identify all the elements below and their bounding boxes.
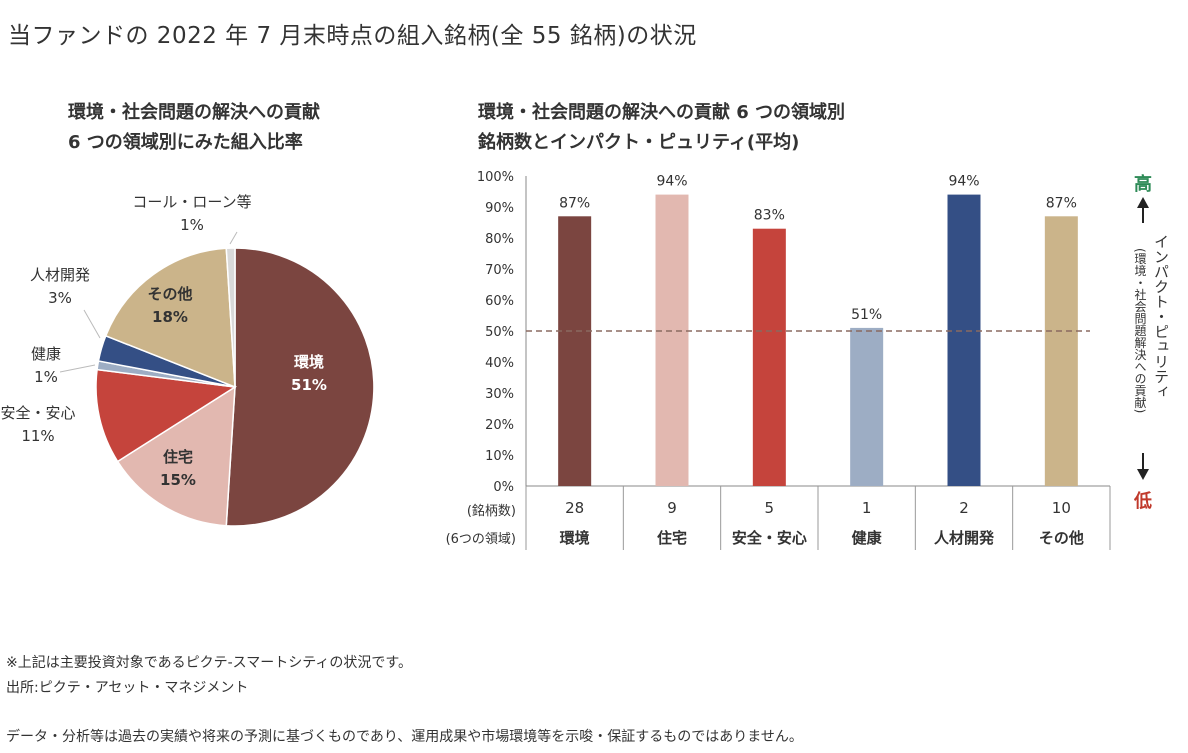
note-source: 出所:ピクテ・アセット・マネジメント xyxy=(6,680,249,696)
count-row-label: (銘柄数) xyxy=(467,504,516,519)
y-tick-label: 100% xyxy=(477,170,514,185)
y-tick-label: 30% xyxy=(485,387,514,402)
count-cell: 28 xyxy=(565,499,584,517)
bar-chart-title-line-2: 銘柄数とインパクト・ピュリティ(平均) xyxy=(478,132,800,153)
y-tick-label: 10% xyxy=(485,449,514,464)
pie-slice-安全-安心 xyxy=(95,368,238,463)
bar-その他 xyxy=(1044,216,1078,487)
category-row-label: (6つの領域) xyxy=(446,531,516,547)
pie-label-コール-ローン等: コール・ローン等 xyxy=(132,193,251,211)
page-title: 当ファンドの 2022 年 7 月末時点の組入銘柄(全 55 銘柄)の状況 xyxy=(8,23,697,49)
y-tick-label: 20% xyxy=(485,418,514,433)
down-arrow-icon xyxy=(1137,469,1149,480)
impact-axis-sublabel: (環境・社会問題解決への貢献) xyxy=(1133,248,1147,413)
note-disclaimer: データ・分析等は過去の実績や将来の予測に基づくものであり、運用成果や市場環境等を… xyxy=(6,729,803,745)
pie-slice-コール-ローン等 xyxy=(225,247,236,388)
pie-slice-住宅 xyxy=(116,385,236,527)
bar-value-label: 94% xyxy=(948,174,979,190)
bar-chart-title-line-1: 環境・社会問題の解決への貢献 6 つの領域別 xyxy=(478,102,846,123)
pie-leader-line-コール-ローン等 xyxy=(229,231,238,245)
impact-axis-label: インパクト・ピュリティ xyxy=(1152,234,1170,399)
bar-chart: 0% 10% 20% 30% 40% 50% 60% 70% 80% 90% 100% 87% 94% 8… xyxy=(446,170,1170,550)
y-tick-label: 60% xyxy=(485,294,514,309)
y-tick-label: 80% xyxy=(485,232,514,247)
x-tick-label: 健康 xyxy=(852,529,883,547)
count-cell: 2 xyxy=(959,499,969,517)
pie-slice-環境 xyxy=(225,247,375,527)
pie-value-健康: 1% xyxy=(34,368,58,386)
bar-人材開発 xyxy=(947,194,981,486)
pie-chart: 環境 51% 住宅 15% 安全・安心 11% 健康 1% 人材開発 3% その他 18% コール・ロー… xyxy=(0,193,375,527)
bar-安全-安心 xyxy=(752,228,786,486)
bar-value-label: 87% xyxy=(559,195,590,211)
bar-value-label: 87% xyxy=(1046,195,1077,211)
bar-value-label: 83% xyxy=(754,208,785,224)
pie-value-その他: 18% xyxy=(152,308,188,326)
pie-label-住宅: 住宅 xyxy=(163,448,193,466)
pie-leader-line-人材開発 xyxy=(83,309,101,339)
bar-住宅 xyxy=(655,194,689,486)
bar-健康 xyxy=(850,327,884,486)
x-tick-label: 人材開発 xyxy=(934,529,995,547)
x-tick-label: その他 xyxy=(1039,529,1084,547)
pie-label-その他: その他 xyxy=(147,285,192,303)
bar-value-label: 51% xyxy=(851,307,882,323)
bar-環境 xyxy=(558,216,592,487)
x-tick-label: 環境 xyxy=(560,529,590,547)
count-cell: 9 xyxy=(667,499,677,517)
pie-label-健康: 健康 xyxy=(31,345,61,363)
x-tick-label: 安全・安心 xyxy=(732,529,807,547)
count-cell: 1 xyxy=(862,499,872,517)
y-tick-label: 90% xyxy=(485,201,514,216)
up-arrow-icon xyxy=(1137,197,1149,208)
count-cell: 10 xyxy=(1052,499,1071,517)
pie-value-コール-ローン等: 1% xyxy=(180,216,204,234)
pie-value-環境: 51% xyxy=(291,376,327,394)
x-tick-label: 住宅 xyxy=(657,529,687,547)
pie-value-安全-安心: 11% xyxy=(21,427,54,445)
pie-value-住宅: 15% xyxy=(160,471,196,489)
y-tick-label: 0% xyxy=(493,480,514,495)
y-tick-label: 50% xyxy=(485,325,514,340)
pie-chart-title-line-2: 6 つの領域別にみた組入比率 xyxy=(68,132,303,153)
note-source-fund: ※上記は主要投資対象であるピクテ-スマートシティの状況です。 xyxy=(6,655,412,671)
pie-label-人材開発: 人材開発 xyxy=(30,266,90,284)
y-tick-label: 70% xyxy=(485,263,514,278)
pie-chart-title-line-1: 環境・社会問題の解決への貢献 xyxy=(68,102,320,123)
pie-label-環境: 環境 xyxy=(294,353,324,371)
pie-leader-line-健康 xyxy=(59,364,96,373)
pie-value-人材開発: 3% xyxy=(48,289,72,307)
y-tick-label: 40% xyxy=(485,356,514,371)
bar-value-label: 94% xyxy=(656,174,687,190)
pie-slice-その他 xyxy=(104,247,236,389)
low-label: 低 xyxy=(1133,490,1152,512)
pie-label-安全-安心: 安全・安心 xyxy=(0,404,75,422)
count-cell: 5 xyxy=(765,499,775,517)
high-label: 高 xyxy=(1134,173,1152,195)
